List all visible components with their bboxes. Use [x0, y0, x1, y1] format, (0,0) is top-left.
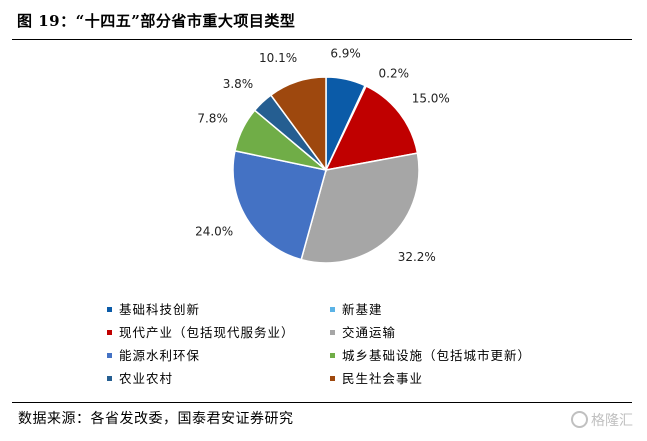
pie-slice-7: [269, 76, 327, 173]
legend-item-2: 现代产业（包括现代服务业）: [107, 324, 295, 342]
pie-data-label-0: 6.9%: [330, 47, 361, 61]
legend-label-5: 城乡基础设施（包括城市更新）: [342, 348, 532, 363]
pie-data-label-2: 15.0%: [412, 91, 450, 105]
legend-label-3: 交通运输: [342, 325, 397, 340]
top-rule: [12, 39, 632, 40]
pie-slice-3: [300, 152, 420, 264]
pie-slice-2: [324, 85, 419, 172]
legend-swatch-6: [107, 376, 112, 381]
legend-swatch-0: [107, 307, 112, 312]
legend-label-2: 现代产业（包括现代服务业）: [119, 325, 295, 340]
watermark-text: 格隆汇: [591, 413, 633, 429]
legend-item-6: 农业农村: [107, 370, 173, 388]
legend-swatch-3: [330, 330, 335, 335]
watermark: 格隆汇: [571, 410, 633, 430]
legend-label-7: 民生社会事业: [342, 371, 424, 386]
pie-slice-4: [232, 149, 327, 261]
pie-data-label-1: 0.2%: [379, 66, 410, 80]
legend-item-7: 民生社会事业: [330, 370, 423, 388]
pie-data-label-4: 24.0%: [195, 224, 233, 238]
legend-swatch-4: [107, 353, 112, 358]
legend-item-0: 基础科技创新: [107, 301, 200, 319]
pie-data-label-6: 3.8%: [223, 77, 254, 91]
legend-label-4: 能源水利环保: [119, 348, 201, 363]
pie-data-label-7: 10.1%: [259, 51, 297, 65]
legend-item-3: 交通运输: [330, 324, 396, 342]
watermark-logo-icon: [571, 411, 588, 428]
pie-data-label-5: 7.8%: [197, 111, 228, 125]
source-note: 数据来源：各省发改委，国泰君安证券研究: [18, 411, 294, 427]
chart-title: 图 19：“十四五”部分省市重大项目类型: [17, 12, 296, 30]
legend-swatch-1: [330, 307, 335, 312]
bottom-rule: [12, 402, 632, 403]
legend-item-4: 能源水利环保: [107, 347, 200, 365]
legend-label-6: 农业农村: [119, 371, 174, 386]
legend-item-1: 新基建: [330, 301, 383, 319]
pie-data-label-3: 32.2%: [398, 250, 436, 264]
legend-item-5: 城乡基础设施（包括城市更新）: [330, 347, 531, 365]
legend-swatch-7: [330, 376, 335, 381]
legend-label-0: 基础科技创新: [119, 302, 201, 317]
legend-label-1: 新基建: [342, 302, 383, 317]
legend-swatch-5: [330, 353, 335, 358]
legend-swatch-2: [107, 330, 112, 335]
